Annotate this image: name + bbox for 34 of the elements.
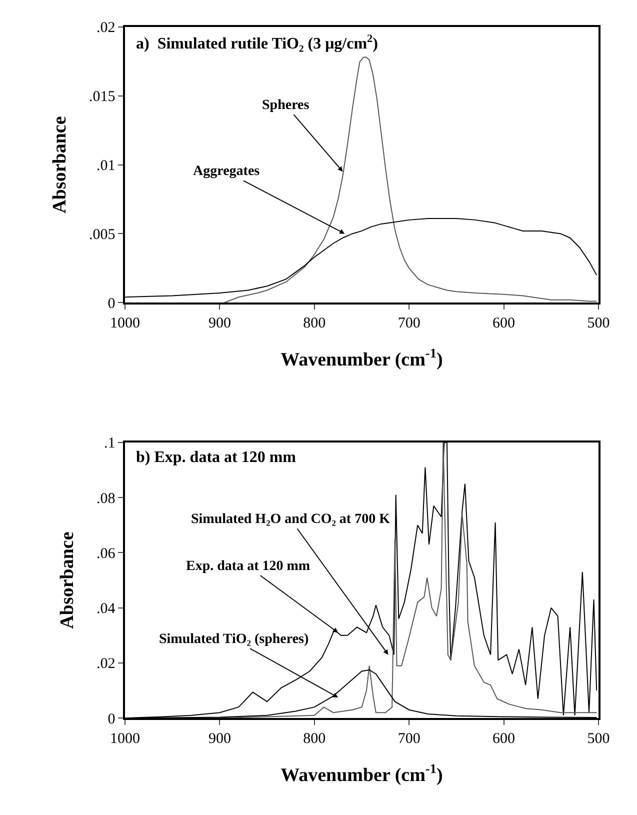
annotation: Simulated TiO₂ (spheres) [159, 632, 310, 647]
y-tick-label: .005 [88, 226, 116, 243]
x-tick-label: 800 [303, 730, 326, 747]
annotation: Simulated H₂O and CO₂ at 700 K [191, 512, 390, 527]
y-axis-title: Absorbance [49, 116, 70, 214]
annotation: Aggregates [193, 164, 260, 179]
x-axis-title: Wavenumber (cm$^{-1}$) [280, 761, 443, 786]
annotation: Exp. data at 120 mm [186, 559, 310, 574]
x-tick-label: 600 [492, 315, 516, 332]
y-tick-label: 0 [108, 296, 116, 312]
chart-title: b) Exp. data at 120 mm [136, 449, 297, 466]
x-tick-label: 700 [398, 730, 420, 747]
x-tick-label: 500 [587, 315, 610, 332]
y-tick-label: .06 [96, 546, 116, 562]
x-tick-label: 500 [587, 730, 610, 747]
text: a) Simulated rutile TiO₂ (3 μg/cm$^{2}$) [136, 33, 378, 53]
y-tick-label: .015 [88, 89, 116, 106]
annotation: Spheres [262, 98, 310, 113]
y-tick-label: .02 [96, 656, 116, 672]
x-tick-label: 800 [303, 315, 326, 332]
x-tick-label: 1000 [110, 315, 140, 332]
x-tick-label: 900 [208, 315, 231, 332]
x-axis-title: Wavenumber (cm$^{-1}$) [280, 346, 443, 371]
y-tick-label: .04 [96, 601, 116, 618]
y-tick-label: .01 [96, 158, 116, 174]
y-tick-label: .1 [104, 436, 116, 452]
y-tick-label: .02 [96, 20, 116, 36]
x-tick-label: 700 [398, 315, 420, 332]
x-tick-label: 600 [492, 730, 516, 747]
y-tick-label: 0 [108, 711, 116, 728]
x-tick-label: 1000 [110, 730, 140, 747]
y-axis-title: Absorbance [56, 532, 78, 629]
x-tick-label: 900 [208, 730, 231, 747]
y-tick-label: .08 [96, 490, 116, 507]
